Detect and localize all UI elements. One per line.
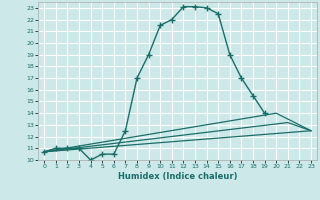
X-axis label: Humidex (Indice chaleur): Humidex (Indice chaleur) <box>118 172 237 181</box>
